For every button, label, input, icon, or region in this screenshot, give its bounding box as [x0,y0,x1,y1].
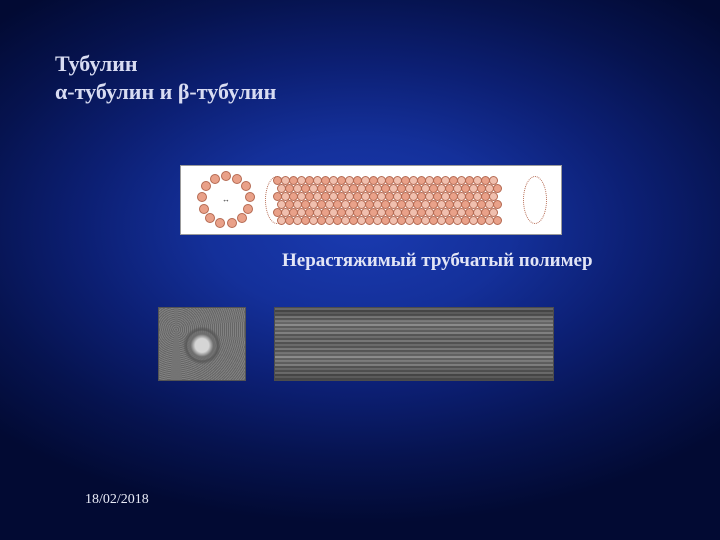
beta-glyph: β [178,79,190,104]
ring-bead [199,204,209,214]
tube-bead [493,216,502,225]
em-longitudinal-image [274,307,554,381]
ring-bead [232,174,242,184]
alpha-glyph: α [55,79,67,104]
ring-bead [227,218,237,228]
tubulin-diagram: ↔ [180,165,562,235]
title-line1: Тубулин [55,50,276,78]
slide: Тубулин α-тубулин и β-тубулин ↔ Нерастяж… [0,0,720,540]
title-line2: α-тубулин и β-тубулин [55,78,276,106]
ring-bead [221,171,231,181]
slide-subtitle: Нерастяжимый трубчатый полимер [282,250,593,272]
ring-bead [197,192,207,202]
tube-endcap-right-icon [523,176,547,224]
ring-bead [243,204,253,214]
ring-bead [201,181,211,191]
ring-cross-section: ↔ [197,171,255,229]
tube-row [277,216,501,225]
ring-bead [215,218,225,228]
title-line2-suffix: -тубулин [189,79,276,104]
ring-bead [245,192,255,202]
em-cross-section-image [158,307,246,381]
ring-bead [205,213,215,223]
slide-title: Тубулин α-тубулин и β-тубулин [55,50,276,105]
microtubule-side [273,174,549,226]
ring-center-label: ↔ [222,196,230,204]
ring-bead [237,213,247,223]
footer-date: 18/02/2018 [85,492,149,508]
title-line2-mid: -тубулин и [67,79,178,104]
ring-bead [241,181,251,191]
ring-bead [210,174,220,184]
